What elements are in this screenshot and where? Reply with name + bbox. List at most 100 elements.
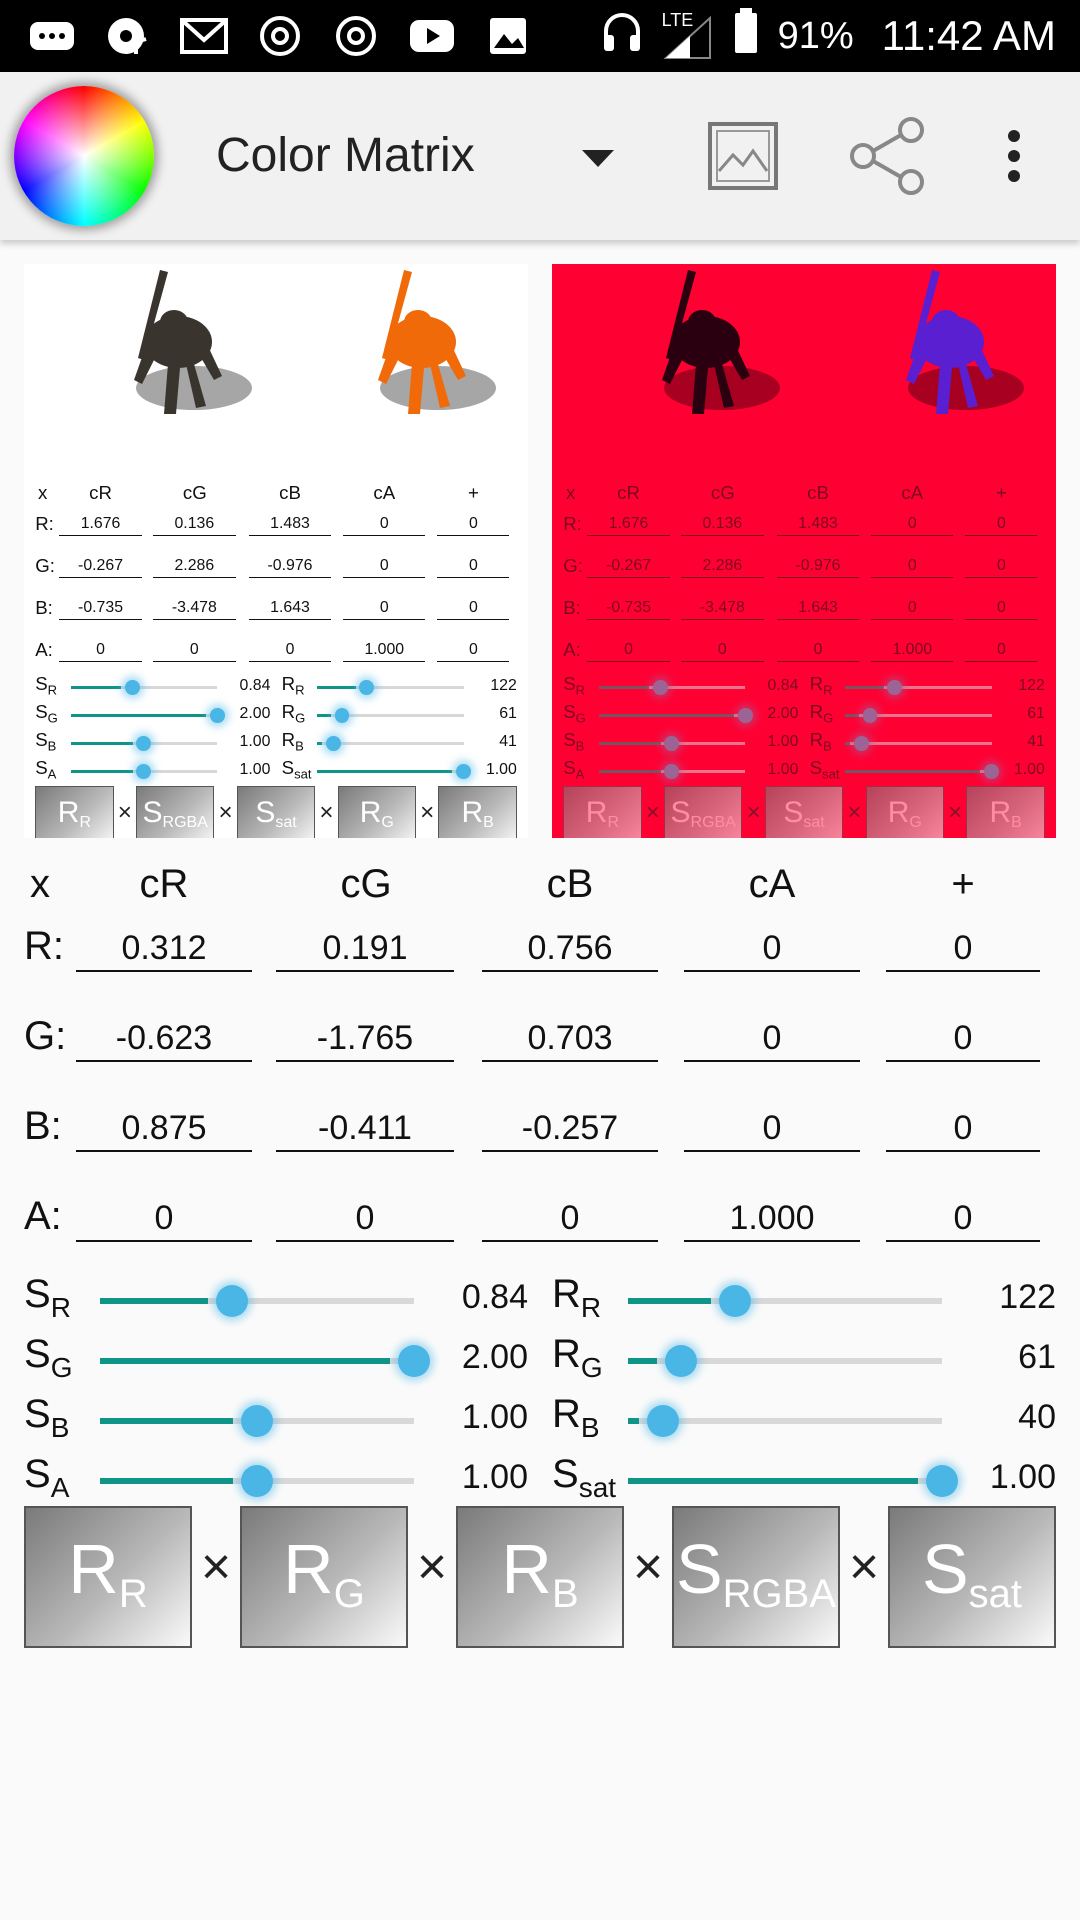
matrix-cell-input[interactable]: 0.136 (680, 514, 764, 536)
filtered-preview-panel[interactable]: x cR cG cB cA + R: 1.676 0.136 1.483 0 0 G: -0.267 2.2… (552, 264, 1056, 838)
matrix-cell-input[interactable]: 0 (59, 640, 142, 662)
matrix-cell-input[interactable]: -0.267 (59, 556, 142, 578)
overflow-menu-button[interactable] (994, 116, 1034, 196)
matrix-cell-input[interactable]: 2.286 (680, 556, 764, 578)
preset-button-s-rgba[interactable]: S RGBA (136, 786, 215, 838)
slider-track[interactable] (70, 686, 218, 689)
slider-thumb[interactable] (718, 1285, 751, 1317)
matrix-cell-input[interactable]: 1.483 (248, 514, 332, 536)
original-preview-panel[interactable]: x cR cG cB cA + R: 1.676 0.136 1.483 0 0 G: -0.267 2.2… (24, 264, 528, 838)
slider-thumb[interactable] (334, 707, 350, 723)
matrix-cell-input[interactable]: 0 (680, 640, 764, 662)
slider-track[interactable] (628, 1418, 942, 1424)
matrix-cell-input[interactable]: 0 (152, 640, 236, 662)
slider-track[interactable] (845, 686, 992, 689)
matrix-cell-input[interactable]: 0.756 (482, 926, 658, 972)
matrix-cell-input[interactable]: 0 (871, 598, 954, 620)
slider-thumb[interactable] (926, 1465, 958, 1497)
matrix-cell-input[interactable]: 0 (276, 1196, 454, 1242)
matrix-cell-input[interactable]: 1.483 (776, 514, 860, 536)
slider-track[interactable] (317, 686, 464, 689)
slider-thumb[interactable] (862, 707, 878, 723)
preset-button-s-rgba[interactable]: S RGBA (664, 786, 743, 838)
slider-thumb[interactable] (664, 735, 680, 751)
slider-thumb[interactable] (665, 1345, 698, 1377)
matrix-cell-input[interactable]: 2.286 (152, 556, 236, 578)
matrix-cell-input[interactable]: -0.735 (59, 598, 142, 620)
matrix-cell-input[interactable]: -3.478 (152, 598, 236, 620)
slider-thumb[interactable] (853, 735, 869, 751)
slider-track[interactable] (628, 1298, 942, 1304)
slider-thumb[interactable] (241, 1405, 273, 1437)
app-title[interactable]: Color Matrix (216, 129, 475, 182)
slider-thumb[interactable] (359, 679, 375, 695)
share-button[interactable] (842, 116, 932, 196)
slider-track[interactable] (845, 714, 992, 717)
color-wheel-logo[interactable] (14, 86, 154, 226)
matrix-cell-input[interactable]: 1.643 (776, 598, 860, 620)
matrix-cell-input[interactable]: 0 (437, 640, 510, 662)
matrix-cell-input[interactable]: 0 (437, 556, 510, 578)
image-picker-button[interactable] (706, 116, 780, 196)
slider-track[interactable] (845, 742, 992, 745)
matrix-cell-input[interactable]: -0.411 (276, 1106, 454, 1152)
matrix-cell-input[interactable]: 1.000 (343, 640, 426, 662)
slider-thumb[interactable] (398, 1345, 430, 1377)
matrix-cell-input[interactable]: 0 (684, 1016, 860, 1062)
matrix-cell-input[interactable]: 0 (684, 1106, 860, 1152)
slider-thumb[interactable] (136, 763, 152, 779)
slider-thumb[interactable] (737, 707, 753, 723)
matrix-cell-input[interactable]: -0.623 (76, 1016, 252, 1062)
slider-thumb[interactable] (325, 735, 341, 751)
slider-track[interactable] (317, 742, 464, 745)
matrix-cell-input[interactable]: 1.000 (684, 1196, 860, 1242)
matrix-cell-input[interactable]: 0 (587, 640, 670, 662)
slider-thumb[interactable] (136, 735, 152, 751)
slider-thumb[interactable] (124, 679, 140, 695)
slider-thumb[interactable] (664, 763, 680, 779)
preset-button-s-rgba[interactable]: S RGBA (672, 1506, 840, 1648)
matrix-cell-input[interactable]: 0.875 (76, 1106, 252, 1152)
matrix-cell-input[interactable]: 0 (684, 926, 860, 972)
matrix-cell-input[interactable]: 0 (76, 1196, 252, 1242)
matrix-cell-input[interactable]: 0.703 (482, 1016, 658, 1062)
matrix-cell-input[interactable]: 0 (965, 514, 1038, 536)
matrix-cell-input[interactable]: 0.136 (152, 514, 236, 536)
matrix-cell-input[interactable]: 1.676 (59, 514, 142, 536)
matrix-cell-input[interactable]: 0 (248, 640, 332, 662)
matrix-cell-input[interactable]: 1.676 (587, 514, 670, 536)
slider-track[interactable] (598, 686, 746, 689)
slider-thumb[interactable] (456, 763, 472, 779)
matrix-cell-input[interactable]: 0.191 (276, 926, 454, 972)
matrix-cell-input[interactable]: 0 (965, 598, 1038, 620)
matrix-cell-input[interactable]: 0 (343, 598, 426, 620)
dropdown-arrow-icon[interactable] (582, 150, 614, 167)
matrix-cell-input[interactable]: -0.735 (587, 598, 670, 620)
matrix-cell-input[interactable]: 0 (965, 556, 1038, 578)
matrix-cell-input[interactable]: 0.312 (76, 926, 252, 972)
matrix-cell-input[interactable]: -3.478 (680, 598, 764, 620)
slider-thumb[interactable] (984, 763, 1000, 779)
matrix-cell-input[interactable]: 0 (482, 1196, 658, 1242)
matrix-cell-input[interactable]: -0.976 (776, 556, 860, 578)
matrix-cell-input[interactable]: 0 (343, 556, 426, 578)
matrix-cell-input[interactable]: 0 (776, 640, 860, 662)
matrix-cell-input[interactable]: 1.000 (871, 640, 954, 662)
slider-track[interactable] (317, 714, 464, 717)
slider-thumb[interactable] (887, 679, 903, 695)
matrix-cell-input[interactable]: 0 (886, 1196, 1040, 1242)
slider-thumb[interactable] (241, 1465, 273, 1497)
matrix-cell-input[interactable]: 0 (871, 514, 954, 536)
slider-thumb[interactable] (209, 707, 225, 723)
matrix-cell-input[interactable]: 0 (437, 514, 510, 536)
slider-track[interactable] (100, 1298, 414, 1304)
